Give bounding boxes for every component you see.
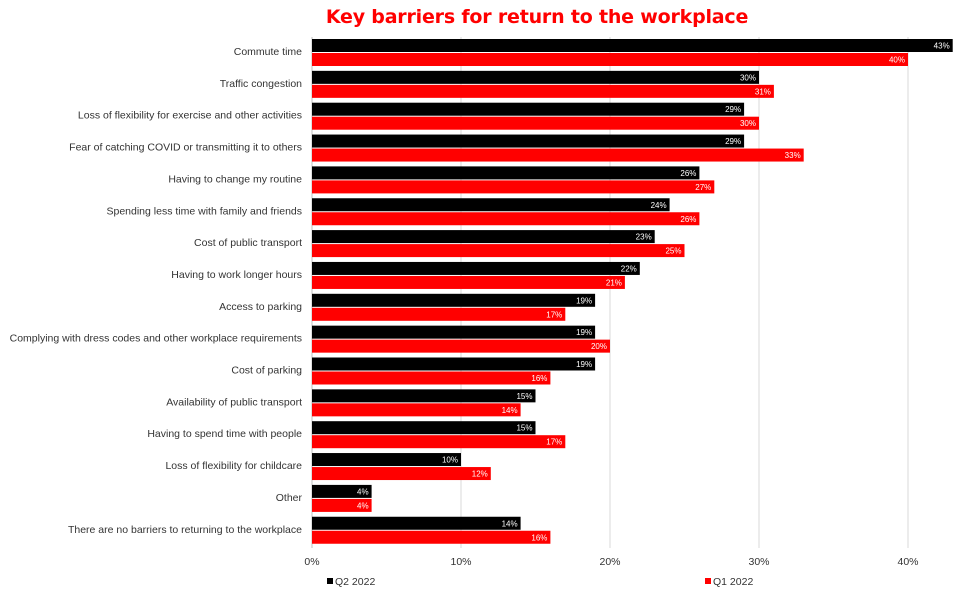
chart-title: Key barriers for return to the workplace (325, 6, 749, 28)
data-label: 30% (740, 119, 756, 128)
data-label: 17% (546, 438, 562, 447)
bar-q2-2022 (312, 325, 596, 339)
bar-q1-2022 (312, 371, 551, 385)
data-label: 31% (755, 87, 771, 96)
data-label: 12% (472, 470, 488, 479)
legend-swatch (705, 578, 711, 584)
labels: 0% 10% 20% 30% 40% Commute time 43% 40% Traffic … (10, 42, 950, 569)
bar-q2-2022 (312, 421, 536, 435)
data-label: 23% (636, 233, 652, 242)
data-label: 29% (725, 137, 741, 146)
bars (312, 39, 953, 544)
x-tick-label: 20% (599, 556, 620, 568)
category-label: Having to change my routine (168, 173, 302, 185)
category-label: Traffic congestion (220, 78, 302, 90)
data-label: 22% (621, 264, 637, 273)
bar-q2-2022 (312, 516, 521, 530)
bar-q2-2022 (312, 484, 372, 498)
bar-q2-2022 (312, 134, 745, 148)
category-label: Spending less time with family and frien… (106, 205, 302, 217)
category-label: Access to parking (219, 301, 302, 313)
bar-q1-2022 (312, 403, 521, 417)
data-label: 4% (357, 501, 369, 510)
data-label: 40% (889, 56, 905, 65)
data-label: 21% (606, 278, 622, 287)
data-label: 14% (502, 406, 518, 415)
category-label: Availability of public transport (166, 396, 302, 408)
bar-q1-2022 (312, 180, 715, 194)
data-label: 33% (785, 151, 801, 160)
bar-q2-2022 (312, 389, 536, 403)
legend-label: Q1 2022 (713, 576, 753, 588)
bar-q1-2022 (312, 339, 610, 353)
x-tick-label: 0% (304, 556, 319, 568)
category-label: Having to work longer hours (171, 269, 302, 281)
data-label: 16% (531, 533, 547, 542)
category-label: Having to spend time with people (147, 428, 302, 440)
bar-q1-2022 (312, 84, 774, 98)
data-label: 4% (357, 487, 369, 496)
bar-q1-2022 (312, 530, 551, 544)
category-label: Cost of public transport (194, 237, 302, 249)
bar-q1-2022 (312, 212, 700, 226)
bar-q1-2022 (312, 116, 759, 130)
data-label: 27% (695, 183, 711, 192)
bar-q2-2022 (312, 293, 596, 307)
data-label: 43% (934, 42, 950, 51)
bar-q1-2022 (312, 53, 908, 66)
data-label: 26% (680, 169, 696, 178)
bar-q1-2022 (312, 467, 491, 481)
bar-q2-2022 (312, 39, 953, 52)
data-label: 20% (591, 342, 607, 351)
bar-q2-2022 (312, 230, 655, 244)
data-label: 15% (516, 424, 532, 433)
data-label: 15% (516, 392, 532, 401)
data-label: 16% (531, 374, 547, 383)
legend-label: Q2 2022 (335, 576, 375, 588)
bar-q2-2022 (312, 198, 670, 212)
category-label: Cost of parking (231, 365, 302, 377)
bar-q2-2022 (312, 357, 596, 371)
data-label: 26% (680, 215, 696, 224)
legend: Q2 2022 Q1 2022 (327, 576, 753, 588)
category-label: Complying with dress codes and other wor… (10, 333, 302, 345)
bar-q1-2022 (312, 244, 685, 258)
bar-q1-2022 (312, 435, 566, 449)
data-label: 30% (740, 73, 756, 82)
data-label: 19% (576, 360, 592, 369)
legend-swatch (327, 578, 333, 584)
x-tick-label: 30% (748, 556, 769, 568)
bar-q2-2022 (312, 102, 745, 116)
data-label: 10% (442, 456, 458, 465)
bar-q2-2022 (312, 166, 700, 180)
data-label: 25% (665, 247, 681, 256)
bar-q1-2022 (312, 275, 625, 289)
category-label: There are no barriers to returning to th… (68, 524, 302, 536)
data-label: 14% (502, 519, 518, 528)
category-label: Commute time (234, 46, 302, 58)
data-label: 17% (546, 310, 562, 319)
data-label: 19% (576, 328, 592, 337)
category-label: Loss of flexibility for exercise and oth… (78, 110, 302, 122)
bar-q1-2022 (312, 148, 804, 162)
data-label: 29% (725, 105, 741, 114)
category-label: Loss of flexibility for childcare (165, 460, 302, 472)
data-label: 19% (576, 296, 592, 305)
data-label: 24% (651, 201, 667, 210)
bar-q2-2022 (312, 453, 461, 467)
bar-q2-2022 (312, 70, 759, 84)
bar-q1-2022 (312, 498, 372, 512)
category-label: Fear of catching COVID or transmitting i… (69, 142, 302, 154)
bar-q2-2022 (312, 261, 640, 275)
bar-q1-2022 (312, 307, 566, 321)
x-tick-label: 10% (450, 556, 471, 568)
x-tick-label: 40% (897, 556, 918, 568)
category-label: Other (276, 492, 303, 504)
